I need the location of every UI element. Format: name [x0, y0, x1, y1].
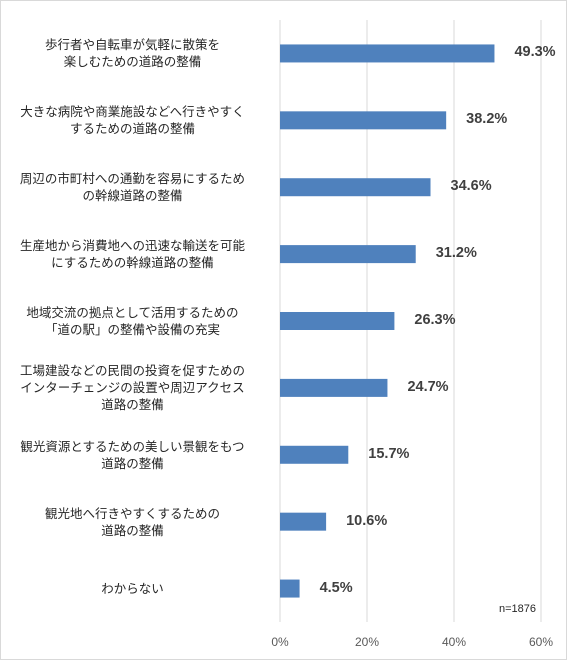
category-label: 周辺の市町村への通勤を容易にするため の幹線道路の整備	[19, 171, 246, 204]
category-label: 観光資源とするための美しい景観をもつ 道路の整備	[20, 438, 245, 471]
bar	[280, 445, 349, 464]
x-tick-label: 0%	[271, 635, 289, 649]
category-label: 工場建設などの民間の投資を促すための インターチェンジの設置や周辺アクセス 道路…	[19, 363, 245, 413]
data-label: 31.2%	[435, 245, 477, 262]
bar	[280, 378, 388, 397]
x-tick-label: 20%	[354, 635, 380, 649]
bar	[280, 44, 495, 63]
x-tick-label: 40%	[441, 635, 467, 649]
data-label: 34.6%	[450, 178, 492, 195]
bar	[280, 178, 431, 197]
data-label: 49.3%	[514, 44, 556, 61]
category-label: 大きな病院や商業施設などへ行きやすく するための道路の整備	[20, 104, 245, 137]
category-label: 地域交流の拠点として活用するための 「道の駅」の整備や設備の充実	[26, 305, 239, 337]
bar	[280, 111, 447, 130]
data-label: 38.2%	[466, 111, 508, 128]
x-tick-label: 60%	[528, 635, 554, 649]
data-label: 10.6%	[346, 512, 388, 529]
bar	[280, 512, 327, 531]
bar	[280, 245, 416, 264]
category-label: 生産地から消費地への迅速な輸送を可能 にするための幹線道路の整備	[19, 238, 245, 271]
category-label: 観光地へ行きやすくするための 道路の整備	[44, 505, 220, 538]
bar	[280, 579, 300, 598]
data-label: 4.5%	[319, 579, 353, 596]
data-label: 26.3%	[414, 312, 456, 328]
category-label: 歩行者や自転車が気軽に散策を 楽しむための道路の整備	[44, 37, 220, 70]
data-label: 24.7%	[407, 378, 449, 395]
category-label: わからない	[101, 581, 164, 597]
sample-size-note: n=1876	[499, 603, 537, 615]
data-label: 15.7%	[368, 445, 410, 462]
bar	[280, 312, 395, 330]
